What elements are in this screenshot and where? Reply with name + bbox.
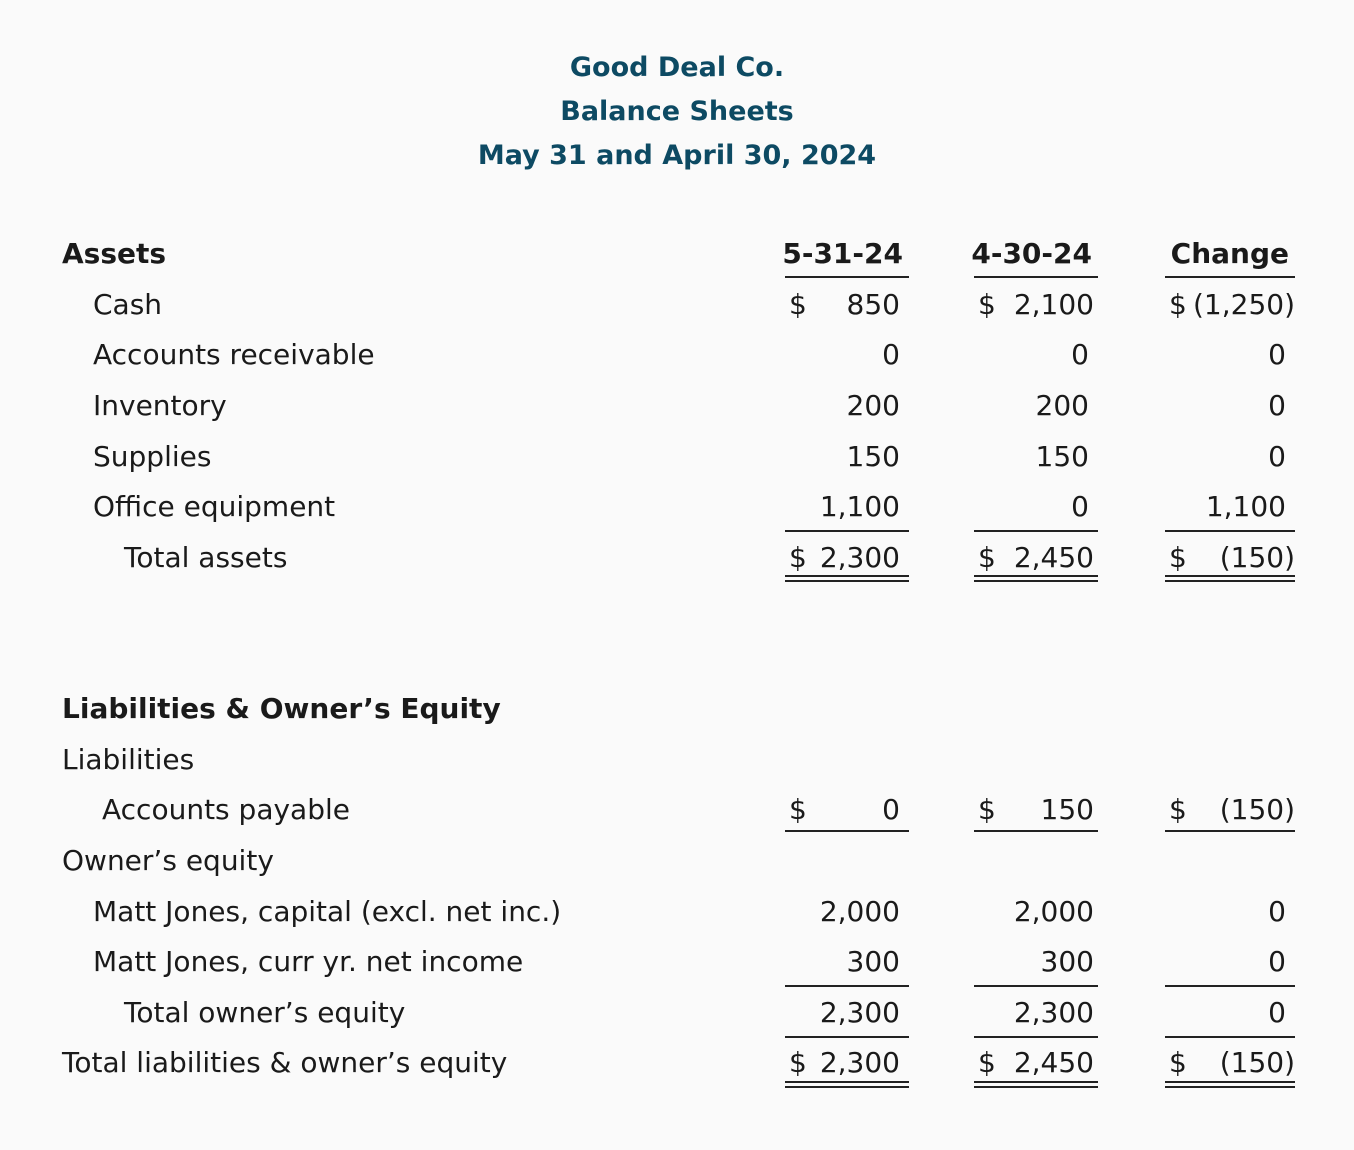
row-label: Total owner’s equity <box>124 996 406 1029</box>
value-cell: 1,100 <box>1205 490 1286 523</box>
assets-header-row: Assets 5-31-24 4-30-24 Change <box>0 234 1354 274</box>
value-cell: 150 <box>1035 440 1089 473</box>
value-cell: $ (150) <box>1169 541 1295 574</box>
subtotal-underline <box>785 530 909 532</box>
subtotal-underline <box>1165 985 1295 987</box>
subtotal-underline <box>974 1036 1098 1038</box>
value-cell: 0 <box>882 338 900 371</box>
column-header-change: Change <box>1170 237 1289 270</box>
value-cell: $2,450 <box>978 541 1094 574</box>
double-underline <box>785 575 909 582</box>
subtotal-underline <box>974 830 1098 832</box>
subtotal-underline <box>974 530 1098 532</box>
subtotal-underline <box>785 1036 909 1038</box>
total-owners-equity-row: Total owner’s equity 2,300 2,300 0 <box>0 993 1354 1033</box>
table-row: Accounts payable $0 $150 $ (150) <box>0 790 1354 830</box>
assets-heading: Assets <box>62 237 167 270</box>
header-underline <box>785 276 909 278</box>
value-cell: 2,300 <box>819 996 900 1029</box>
total-assets-row: Total assets $2,300 $2,450 $ (150) <box>0 538 1354 578</box>
value-cell: $2,300 <box>789 1046 900 1079</box>
value-cell: 0 <box>1268 996 1286 1029</box>
subtotal-underline <box>785 985 909 987</box>
subtotal-underline <box>1165 830 1295 832</box>
table-row: Office equipment 1,100 0 1,100 <box>0 487 1354 527</box>
value-cell: 200 <box>846 389 900 422</box>
row-label: Accounts payable <box>102 793 350 826</box>
row-label: Office equipment <box>93 490 336 523</box>
double-underline <box>1165 575 1295 582</box>
double-underline <box>974 1081 1098 1088</box>
table-row: Accounts receivable 0 0 0 <box>0 335 1354 375</box>
company-name: Good Deal Co. <box>569 52 785 83</box>
column-header-5-31-24: 5-31-24 <box>782 237 903 270</box>
row-label: Cash <box>93 288 163 321</box>
value-cell: $ (150) <box>1169 1046 1295 1079</box>
subtotal-underline <box>974 985 1098 987</box>
row-label: Inventory <box>93 389 227 422</box>
value-cell: $ (150) <box>1169 793 1295 826</box>
value-cell: 0 <box>1071 490 1089 523</box>
row-label: Matt Jones, capital (excl. net inc.) <box>93 895 562 928</box>
row-label: Accounts receivable <box>93 338 375 371</box>
value-cell: 300 <box>1040 945 1094 978</box>
row-label: Total assets <box>124 541 288 574</box>
total-liabilities-equity-row: Total liabilities & owner’s equity $2,30… <box>0 1043 1354 1083</box>
table-row: Supplies 150 150 0 <box>0 437 1354 477</box>
double-underline <box>1165 1081 1295 1088</box>
value-cell: 0 <box>1268 389 1286 422</box>
value-cell: 0 <box>1071 338 1089 371</box>
header-underline <box>1165 276 1295 278</box>
value-cell: 300 <box>846 945 900 978</box>
value-cell: 1,100 <box>819 490 900 523</box>
subtotal-underline <box>785 830 909 832</box>
value-cell: 2,000 <box>1013 895 1094 928</box>
column-header-4-30-24: 4-30-24 <box>971 237 1092 270</box>
liabilities-equity-header-row: Liabilities & Owner’s Equity <box>0 689 1354 729</box>
value-cell: 150 <box>846 440 900 473</box>
value-cell: $150 <box>978 793 1094 826</box>
value-cell: $2,100 <box>978 288 1094 321</box>
value-cell: $0 <box>789 793 900 826</box>
section-label-row: Owner’s equity <box>0 841 1354 881</box>
section-label-row: Liabilities <box>0 740 1354 780</box>
header-underline <box>974 276 1098 278</box>
statement-title: Balance Sheets <box>560 96 794 127</box>
row-label: Supplies <box>93 440 212 473</box>
table-row: Inventory 200 200 0 <box>0 386 1354 426</box>
statement-dates: May 31 and April 30, 2024 <box>477 140 877 171</box>
value-cell: 0 <box>1268 440 1286 473</box>
double-underline <box>974 575 1098 582</box>
value-cell: 2,300 <box>1013 996 1094 1029</box>
value-cell: 0 <box>1268 338 1286 371</box>
value-cell: 200 <box>1035 389 1089 422</box>
subtotal-underline <box>1165 530 1295 532</box>
double-underline <box>785 1081 909 1088</box>
subtotal-underline <box>1165 1036 1295 1038</box>
value-cell: $2,300 <box>789 541 900 574</box>
value-cell: 2,000 <box>819 895 900 928</box>
value-cell: 0 <box>1268 895 1286 928</box>
liabilities-equity-heading: Liabilities & Owner’s Equity <box>62 692 501 725</box>
row-label: Total liabilities & owner’s equity <box>62 1046 508 1079</box>
value-cell: $ (1,250) <box>1169 288 1295 321</box>
owners-equity-label: Owner’s equity <box>62 844 274 877</box>
value-cell: 0 <box>1268 945 1286 978</box>
table-row: Matt Jones, curr yr. net income 300 300 … <box>0 942 1354 982</box>
row-label: Matt Jones, curr yr. net income <box>93 945 524 978</box>
value-cell: $2,450 <box>978 1046 1094 1079</box>
value-cell: $850 <box>789 288 900 321</box>
table-row: Matt Jones, capital (excl. net inc.) 2,0… <box>0 892 1354 932</box>
liabilities-label: Liabilities <box>62 743 195 776</box>
table-row: Cash $850 $2,100 $ (1,250) <box>0 285 1354 325</box>
